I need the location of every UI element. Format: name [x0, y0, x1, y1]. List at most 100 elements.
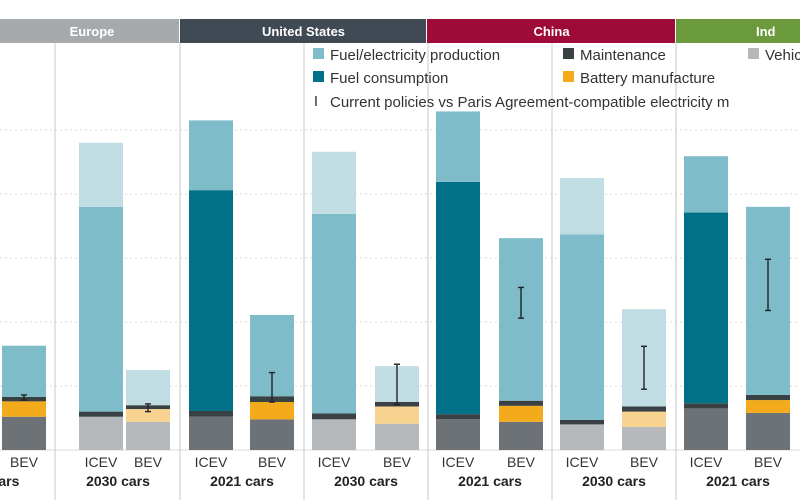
bar-segment-paris-reduction — [560, 178, 604, 235]
bar-segment-paris-reduction — [79, 142, 123, 207]
region-band — [180, 19, 426, 43]
bar-segment-battery — [2, 401, 46, 417]
legend-label: Maintenance — [580, 47, 666, 64]
region-label: Europe — [70, 24, 115, 39]
region-band — [0, 19, 179, 43]
region-bands: Europe United States China Ind — [0, 19, 800, 43]
bar-icev — [189, 120, 233, 450]
region-band — [676, 19, 800, 43]
legend-label: Fuel consumption — [330, 70, 448, 87]
x-tick-label: BEV — [383, 454, 412, 470]
bar-segment-fuel-production — [79, 206, 123, 412]
legend-item: Maintenance — [563, 47, 666, 64]
x-tick-label: BEV — [10, 454, 39, 470]
legend-swatch — [313, 71, 324, 82]
group-label: 2030 cars — [334, 473, 398, 489]
bar-segment-vehicle — [189, 416, 233, 450]
bar-segment-vehicle — [499, 421, 543, 450]
bar-segment-vehicle — [560, 424, 604, 450]
x-tick-label: ICEV — [442, 454, 475, 470]
bar-bev — [2, 345, 46, 450]
bar-segment-maintenance — [312, 413, 356, 420]
bar-segment-vehicle — [684, 408, 728, 450]
legend-label: Battery manufacture — [580, 70, 715, 87]
legend-item: Vehic — [748, 47, 800, 64]
bar-segment-battery — [622, 411, 666, 427]
group-label: cars — [0, 473, 20, 489]
bar-segment-vehicle — [312, 419, 356, 450]
x-tick-label: ICEV — [195, 454, 228, 470]
bar-segment-fuel-consumption — [436, 181, 480, 415]
bar-segment-maintenance — [684, 403, 728, 409]
bar-bev — [375, 363, 419, 450]
region-band — [427, 19, 675, 43]
bar-icev — [684, 156, 728, 450]
bar-segment-vehicle — [79, 416, 123, 450]
bar-segment-fuel-production — [189, 120, 233, 191]
bar-segment-maintenance — [436, 414, 480, 420]
bar-icev — [79, 142, 123, 450]
bar-segment-maintenance — [622, 406, 666, 412]
legend-label: Current policies vs Paris Agreement-comp… — [330, 94, 729, 111]
legend-swatch — [313, 48, 324, 59]
legend: Fuel/electricity production Maintenance Ve… — [313, 47, 800, 111]
bar-bev — [746, 206, 790, 450]
legend-swatch — [563, 48, 574, 59]
x-tick-label: BEV — [507, 454, 536, 470]
x-tick-label: BEV — [258, 454, 287, 470]
bars — [2, 111, 790, 450]
bar-segment-fuel-production — [436, 111, 480, 182]
group-label: 2030 cars — [86, 473, 150, 489]
legend-item: Battery manufacture — [563, 70, 715, 87]
group-label: 2030 cars — [582, 473, 646, 489]
bar-segment-battery — [499, 405, 543, 422]
group-label: 2021 cars — [210, 473, 274, 489]
x-tick-label: ICEV — [566, 454, 599, 470]
x-tick-label: BEV — [630, 454, 659, 470]
bar-segment-fuel-production — [312, 213, 356, 414]
bar-bev — [250, 314, 294, 450]
legend-label: Fuel/electricity production — [330, 47, 500, 64]
x-axis-labels: BEV ICEV BEV ICEV BEV ICEV BEV ICEV BEV ICEV BEV IC… — [0, 454, 783, 489]
x-tick-label: ICEV — [318, 454, 351, 470]
bar-segment-battery — [250, 402, 294, 420]
bar-segment-vehicle — [2, 416, 46, 450]
bar-icev — [312, 151, 356, 450]
legend-errorbar-glyph: I — [314, 93, 318, 110]
x-tick-label: BEV — [134, 454, 163, 470]
bar-segment-fuel-production — [2, 345, 46, 397]
bar-segment-battery — [746, 400, 790, 413]
bar-segment-battery — [126, 409, 170, 422]
legend-item: Fuel consumption — [313, 70, 448, 87]
legend-swatch — [563, 71, 574, 82]
group-label: 2021 cars — [706, 473, 770, 489]
x-tick-label: ICEV — [690, 454, 723, 470]
bar-bev — [126, 370, 170, 450]
group-label: 2021 cars — [458, 473, 522, 489]
bar-segment-vehicle — [622, 426, 666, 450]
bar-segment-fuel-production — [126, 370, 170, 406]
bar-segment-fuel-production — [560, 234, 604, 420]
bar-segment-maintenance — [560, 419, 604, 425]
legend-swatch — [748, 48, 759, 59]
bar-bev — [499, 238, 543, 450]
group-dividers — [54, 42, 677, 500]
bar-segment-vehicle — [436, 419, 480, 450]
bar-segment-vehicle — [375, 423, 419, 450]
legend-label: Vehic — [765, 47, 800, 64]
bar-segment-maintenance — [79, 411, 123, 417]
bar-segment-battery — [375, 406, 419, 424]
x-tick-label: ICEV — [85, 454, 118, 470]
x-tick-label: BEV — [754, 454, 783, 470]
bar-segment-maintenance — [499, 400, 543, 406]
bar-segment-fuel-consumption — [684, 212, 728, 404]
region-label: Ind — [756, 24, 776, 39]
bar-segment-fuel-production — [684, 156, 728, 213]
bar-segment-vehicle — [126, 421, 170, 450]
bar-segment-fuel-consumption — [189, 190, 233, 411]
bar-segment-paris-reduction — [312, 151, 356, 214]
region-label: United States — [262, 24, 345, 39]
region-label: China — [533, 24, 570, 39]
bar-segment-fuel-production — [499, 238, 543, 401]
